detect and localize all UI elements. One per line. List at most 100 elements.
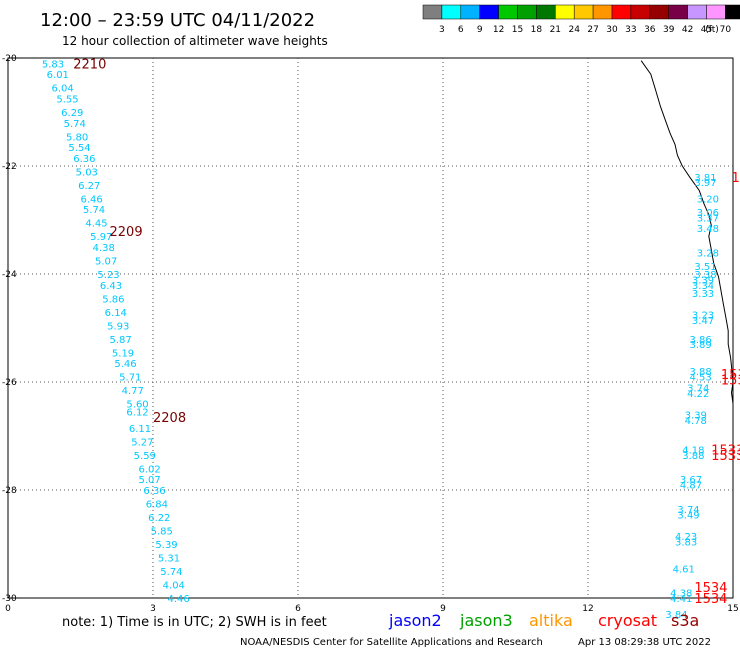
plot-area: 0 3 6 9 12 15-20-22-24-26-28-305.836.016.045.… xyxy=(2,54,740,621)
swh-value: 5.46 xyxy=(114,359,136,370)
swh-value: 3.88 xyxy=(682,451,704,462)
swh-value: 3.34 xyxy=(692,281,714,292)
x-tick-label: 6 xyxy=(295,604,301,614)
y-tick-label: -22 xyxy=(2,162,17,172)
swh-value: 5.74 xyxy=(64,119,86,130)
scale-swatch xyxy=(725,4,740,20)
swh-value: 3.51 xyxy=(694,262,716,273)
swh-value: 4.04 xyxy=(163,581,185,592)
scale-swatch xyxy=(592,4,613,20)
swh-value: 4.53 xyxy=(690,373,712,384)
swh-value: 3.97 xyxy=(694,178,716,189)
pass-label: 1 xyxy=(732,171,740,186)
swh-value: 3.47 xyxy=(692,316,714,327)
scale-tick-label: 18 xyxy=(531,25,543,35)
y-tick-label: -24 xyxy=(2,270,17,280)
scale-swatch xyxy=(441,4,462,20)
swh-value: 5.54 xyxy=(68,143,90,154)
swh-value: 3.81 xyxy=(694,173,716,184)
swh-value: 5.60 xyxy=(126,400,148,411)
swh-value: 4.38 xyxy=(93,243,115,254)
swh-value: 4.22 xyxy=(687,389,709,400)
swh-value: 5.19 xyxy=(112,348,134,359)
scale-swatch xyxy=(630,4,651,20)
swh-value: 3.74 xyxy=(687,383,709,394)
scale-swatch xyxy=(498,4,518,20)
scale-tick-label: 9 xyxy=(477,25,483,35)
swh-value: 3.88 xyxy=(690,367,712,378)
swh-value: 4.87 xyxy=(680,481,702,492)
swh-value: 5.93 xyxy=(107,321,129,332)
x-tick-label: 9 xyxy=(440,604,446,614)
swh-value: 3.06 xyxy=(697,208,719,219)
legend-item-jason2: jason2 xyxy=(388,611,442,630)
pass-label: 2210 xyxy=(73,57,106,72)
swh-value: 5.59 xyxy=(134,451,156,462)
scale-swatch xyxy=(460,4,480,20)
swh-value: 6.43 xyxy=(100,281,122,292)
swh-value: 6.36 xyxy=(143,486,165,497)
scale-tick-label: 27 xyxy=(587,25,598,35)
swh-value: 4.61 xyxy=(673,564,695,575)
swh-value: 5.07 xyxy=(95,257,117,268)
chart-subtitle: 12 hour collection of altimeter wave hei… xyxy=(62,34,328,48)
scale-tick-label: 39 xyxy=(663,25,675,35)
swh-value: 5.71 xyxy=(119,373,141,384)
swh-value: 5.27 xyxy=(131,437,153,448)
swh-value: 3.67 xyxy=(680,475,702,486)
scale-tick-label: 70 xyxy=(720,25,732,35)
y-tick-label: -28 xyxy=(2,486,17,496)
swh-value: 5.03 xyxy=(76,167,98,178)
swh-value: 5.74 xyxy=(83,205,105,216)
scale-tick-label: 3 xyxy=(439,25,445,35)
swh-value: 3.49 xyxy=(677,510,699,521)
scale-tick-label: 36 xyxy=(644,25,656,35)
swh-value: 5.23 xyxy=(97,270,119,281)
swh-value: 3.74 xyxy=(677,505,699,516)
swh-value: 5.31 xyxy=(158,554,180,565)
scale-tick-label: 24 xyxy=(568,25,580,35)
pass-label: 153 xyxy=(721,373,740,388)
scale-tick-label: 6 xyxy=(458,25,464,35)
swh-value: 3.89 xyxy=(690,340,712,351)
swh-value: 6.84 xyxy=(146,500,168,511)
swh-value: 5.86 xyxy=(102,294,124,305)
swh-value: 3.28 xyxy=(697,248,719,259)
scale-swatch xyxy=(649,4,669,20)
scale-swatch xyxy=(687,4,707,20)
x-tick-label: 12 xyxy=(582,604,593,614)
scale-tick-label: 42 xyxy=(682,25,693,35)
swh-value: 6.36 xyxy=(73,154,95,165)
x-tick-label: 15 xyxy=(727,604,738,614)
swh-value: 3.48 xyxy=(697,224,719,235)
plot-frame xyxy=(7,57,734,599)
footer-timestamp: Apr 13 08:29:38 UTC 2022 xyxy=(578,637,711,648)
color-scale-bar: 3 6 9 12 15 18 21 24 27 30 33 36 39 42 45 70(ft) xyxy=(422,4,740,35)
swh-value: 3.84 xyxy=(665,610,687,621)
scale-tick-label: 45 xyxy=(701,25,712,35)
swh-value: 6.01 xyxy=(47,70,69,81)
swh-value: 5.85 xyxy=(151,527,173,538)
coastline xyxy=(640,60,734,404)
swh-value: 4.23 xyxy=(675,532,697,543)
pass-label: 153 xyxy=(721,368,740,383)
scale-tick-label: 33 xyxy=(625,25,636,35)
swh-value: 4.41 xyxy=(670,594,692,605)
scale-swatch xyxy=(668,4,688,20)
swh-value: 6.02 xyxy=(139,464,161,475)
scale-tick-label: 30 xyxy=(606,25,618,35)
y-tick-label: -20 xyxy=(2,54,17,64)
scale-swatch xyxy=(611,4,632,20)
scale-unit: (ft) xyxy=(705,25,719,35)
swh-value: 5.97 xyxy=(90,232,112,243)
pass-label: 1534 xyxy=(694,592,727,607)
scale-swatch xyxy=(555,4,575,20)
scale-tick-label: 12 xyxy=(493,25,504,35)
pass-label: 1534 xyxy=(694,581,727,596)
pass-label: 1533 xyxy=(711,444,740,459)
swh-value: 3.20 xyxy=(697,194,719,205)
swh-value: 5.87 xyxy=(110,335,132,346)
swh-value: 6.29 xyxy=(61,108,83,119)
chart-title: 12:00 – 23:59 UTC 04/11/2022 xyxy=(40,10,315,31)
